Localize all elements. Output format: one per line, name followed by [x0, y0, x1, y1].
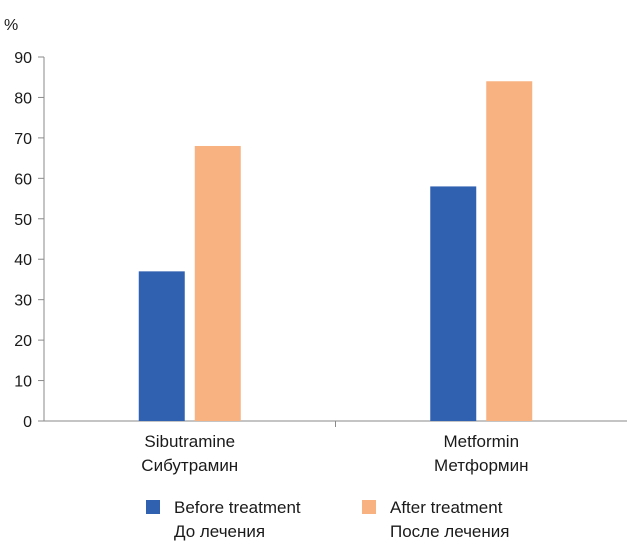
y-axis-label: % [4, 17, 18, 34]
bar [138, 271, 185, 421]
y-tick-label: 60 [14, 171, 32, 188]
legend-label: Before treatment [174, 498, 301, 517]
bar [486, 81, 533, 422]
y-ticks: 0 10 20 30 40 50 60 70 80 90 [14, 50, 44, 431]
legend: Before treatment До лечения After treatmen… [146, 498, 509, 541]
y-tick-label: 50 [14, 212, 32, 229]
x-category-labels: Sibutramine Сибутрамин Metformin Метформин [141, 432, 528, 475]
bar [194, 145, 241, 421]
y-tick-label: 80 [14, 90, 32, 107]
bar [430, 186, 477, 421]
legend-label-ru: До лечения [174, 522, 265, 541]
x-category-label: Metformin [443, 432, 519, 451]
y-axis: % 0 10 20 30 40 50 60 70 80 90 [4, 17, 45, 431]
y-tick-label: 40 [14, 252, 32, 269]
y-tick-label: 20 [14, 333, 32, 350]
legend-label: After treatment [390, 498, 503, 517]
legend-swatch [146, 500, 160, 514]
y-tick-label: 0 [23, 414, 32, 431]
x-category-label-ru: Сибутрамин [141, 456, 238, 475]
y-tick-label: 30 [14, 293, 32, 310]
legend-swatch [362, 500, 376, 514]
y-tick-label: 70 [14, 131, 32, 148]
y-tick-label: 10 [14, 374, 32, 391]
x-category-label-ru: Метформин [434, 456, 529, 475]
legend-label-ru: После лечения [390, 522, 509, 541]
y-tick-label: 90 [14, 50, 32, 67]
x-axis: Sibutramine Сибутрамин Metformin Метформин [44, 420, 627, 475]
bars [138, 81, 533, 422]
x-category-label: Sibutramine [144, 432, 235, 451]
